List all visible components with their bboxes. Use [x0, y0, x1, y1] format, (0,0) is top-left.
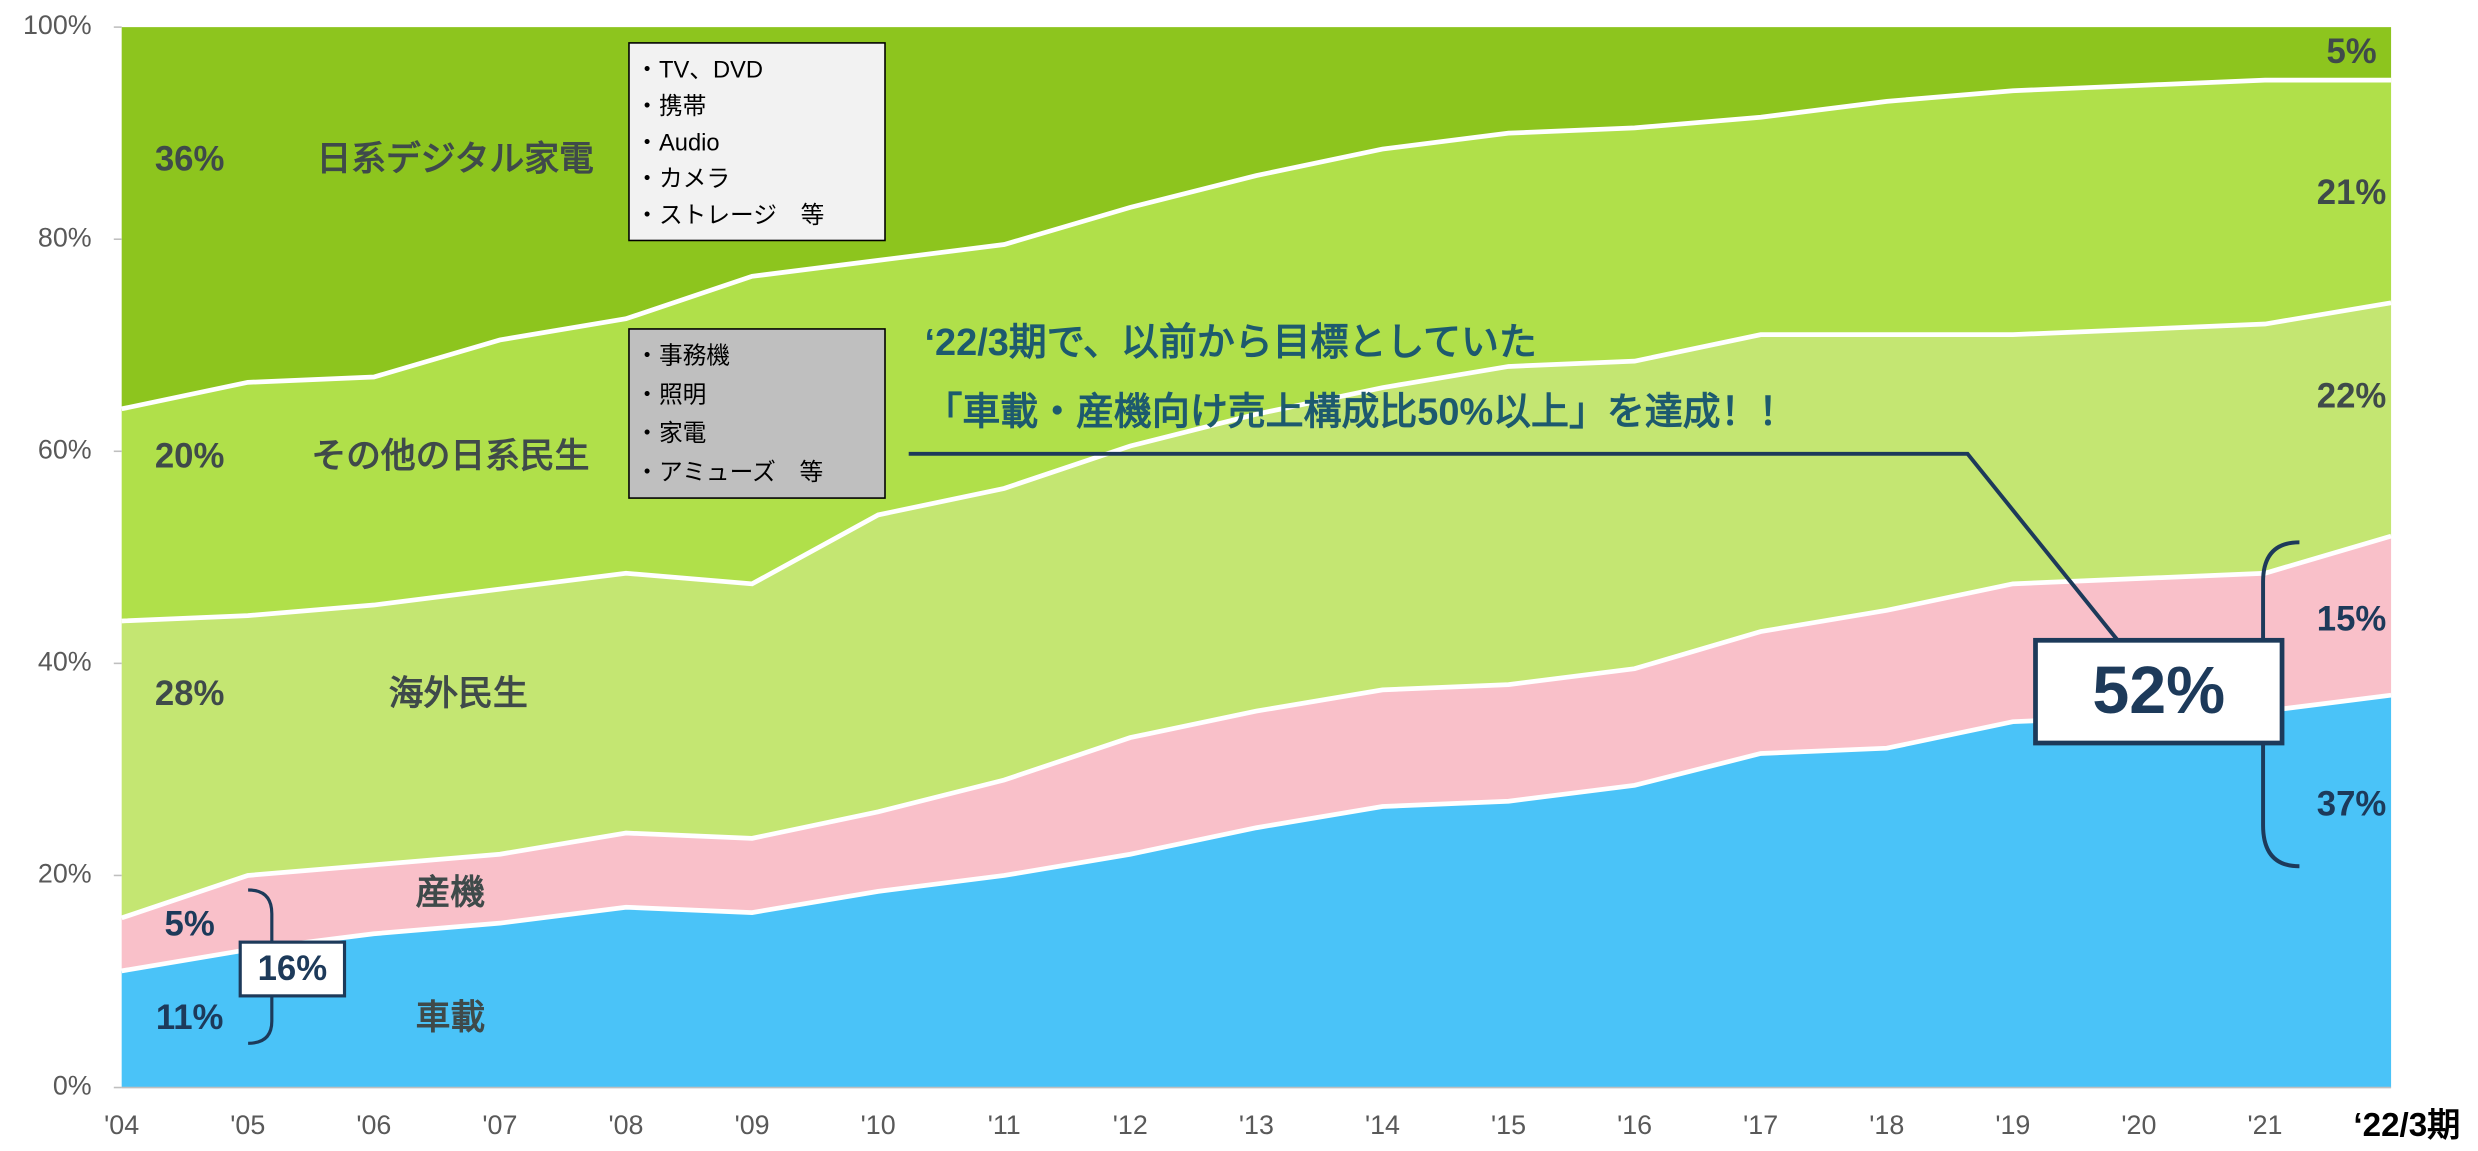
y-tick-label: 40%	[38, 646, 92, 676]
x-tick-label: '20	[2121, 1110, 2156, 1140]
area	[121, 302, 2392, 918]
x-tick-label: '14	[1365, 1110, 1400, 1140]
y-tick-label: 100%	[23, 10, 92, 40]
series-name: その他の日系民生	[311, 437, 589, 476]
series-name: 車載	[416, 998, 486, 1037]
boundary-line	[121, 300, 2392, 624]
boundary-line	[120, 533, 2392, 921]
series-name: 海外民生	[389, 674, 528, 713]
value-label: 28%	[155, 675, 225, 713]
y-tick-label: 80%	[38, 222, 92, 252]
x-tick-label: '15	[1491, 1110, 1526, 1140]
digital-box	[628, 42, 886, 242]
x-tick-label: '10	[861, 1110, 896, 1140]
other-box	[628, 328, 886, 499]
total-end-box	[2033, 637, 2285, 746]
y-tick-label: 60%	[38, 434, 92, 464]
value-label: 36%	[155, 141, 225, 179]
x-tick-label: '17	[1743, 1110, 1778, 1140]
x-tick-label: '08	[608, 1110, 643, 1140]
value-label: 5%	[165, 906, 215, 944]
value-label: 37%	[2317, 785, 2387, 823]
callout-line	[908, 451, 2120, 642]
total-end: 52%	[2092, 654, 2225, 728]
labels: 0% 20% 40% 60% 80% 100% '04 '05 '06 '07 '08 '09 '10 '…	[23, 10, 2460, 1144]
box-item: ・アミューズ 等	[635, 459, 823, 486]
x-tick-label: '09	[735, 1110, 770, 1140]
y-tick-label: 0%	[53, 1071, 92, 1101]
series-name: 日系デジタル家電	[316, 139, 594, 179]
callout-text: ‘22/3期で、以前から目標としていた	[925, 322, 1537, 364]
value-label: 21%	[2317, 174, 2387, 212]
x-tick-label: '21	[2247, 1110, 2282, 1140]
box-item: ・カメラ	[635, 167, 730, 193]
series-name: 産機	[416, 873, 486, 912]
callout-text: 「車載・産機向け売上構成比50%以上」を達成！！	[925, 391, 1797, 433]
x-tick-label: '05	[230, 1110, 265, 1140]
total-start: 16%	[258, 950, 328, 988]
box-item: ・TV、DVD	[635, 58, 763, 84]
x-tick-label: '11	[988, 1110, 1021, 1140]
value-label: 11%	[156, 999, 224, 1037]
x-tick-label: '07	[482, 1110, 517, 1140]
area	[121, 536, 2392, 971]
value-label: 20%	[155, 438, 225, 476]
x-tick-label: '13	[1239, 1110, 1274, 1140]
box-item: ・ストレージ 等	[635, 202, 824, 229]
x-tick-label: '12	[1113, 1110, 1148, 1140]
box-item: ・照明	[635, 382, 706, 408]
x-tick-label: '19	[1995, 1110, 2030, 1140]
boundary-line	[121, 692, 2392, 974]
box-item: ・Audio	[635, 130, 719, 156]
value-label: 22%	[2317, 378, 2387, 416]
box-item: ・携帯	[635, 93, 706, 120]
value-label: 15%	[2317, 601, 2387, 639]
total-start-box	[238, 940, 347, 998]
y-tick-label: 20%	[38, 859, 92, 889]
x-tick-label: '04	[104, 1110, 139, 1140]
area	[121, 695, 2392, 1088]
x-tick-label: ‘22/3期	[2353, 1107, 2460, 1144]
boundary-line	[121, 77, 2392, 412]
x-tick-label: '18	[1869, 1110, 1904, 1140]
x-tick-label: '06	[356, 1110, 391, 1140]
value-label: 5%	[2326, 33, 2376, 71]
x-tick-label: '16	[1617, 1110, 1652, 1140]
box-item: ・家電	[635, 420, 706, 447]
box-item: ・事務機	[635, 343, 730, 370]
